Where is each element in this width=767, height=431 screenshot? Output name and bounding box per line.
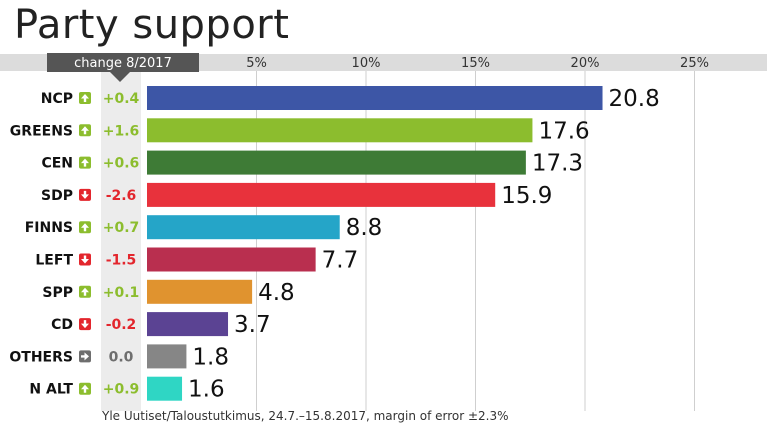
change-header-pointer bbox=[110, 72, 130, 82]
bar-6 bbox=[147, 279, 253, 304]
x-tick-label-10: 10% bbox=[352, 56, 381, 71]
party-label-0: NCP bbox=[41, 91, 73, 107]
party-label-6: SPP bbox=[42, 285, 73, 301]
change-up-arrow bbox=[81, 126, 89, 135]
change-up-arrow bbox=[81, 223, 89, 232]
change-value-7: -0.2 bbox=[106, 317, 137, 333]
value-label-7: 3.7 bbox=[234, 312, 271, 338]
value-label-6: 4.8 bbox=[258, 280, 295, 306]
party-label-1: GREENS bbox=[10, 123, 73, 139]
value-label-1: 17.6 bbox=[538, 118, 589, 144]
x-tick-label-25: 25% bbox=[680, 56, 709, 71]
x-tick-label-5: 5% bbox=[246, 56, 267, 71]
change-flat-arrow bbox=[81, 352, 89, 361]
change-up-arrow bbox=[81, 94, 89, 102]
change-down-arrow bbox=[81, 320, 89, 329]
bar-4 bbox=[147, 215, 340, 240]
change-down-arrow bbox=[81, 255, 89, 264]
bar-5 bbox=[147, 247, 316, 272]
value-label-8: 1.8 bbox=[192, 344, 229, 370]
bar-2 bbox=[147, 150, 526, 175]
change-value-5: -1.5 bbox=[106, 253, 137, 269]
value-label-3: 15.9 bbox=[501, 183, 552, 209]
bar-0 bbox=[147, 86, 603, 110]
value-label-5: 7.7 bbox=[322, 248, 359, 274]
change-up-arrow bbox=[81, 158, 89, 167]
party-label-4: FINNS bbox=[25, 220, 73, 236]
party-label-7: CD bbox=[51, 317, 73, 333]
value-label-9: 1.6 bbox=[188, 377, 225, 403]
party-label-9: N ALT bbox=[29, 382, 73, 398]
bar-8 bbox=[147, 344, 187, 369]
change-value-8: 0.0 bbox=[109, 349, 134, 365]
change-value-6: +0.1 bbox=[103, 285, 140, 301]
change-value-2: +0.6 bbox=[103, 156, 140, 172]
value-label-4: 8.8 bbox=[346, 215, 383, 241]
change-value-0: +0.4 bbox=[103, 91, 140, 107]
change-value-4: +0.7 bbox=[103, 220, 140, 236]
value-label-0: 20.8 bbox=[609, 86, 660, 112]
party-label-8: OTHERS bbox=[9, 349, 73, 365]
change-value-9: +0.9 bbox=[103, 382, 140, 398]
change-header-label: change 8/2017 bbox=[74, 56, 172, 71]
bar-7 bbox=[147, 312, 229, 337]
change-down-arrow bbox=[81, 190, 89, 199]
change-value-1: +1.6 bbox=[103, 123, 140, 139]
x-tick-label-20: 20% bbox=[571, 56, 600, 71]
chart-title: Party support bbox=[14, 2, 290, 48]
change-value-3: -2.6 bbox=[106, 188, 137, 204]
party-label-5: LEFT bbox=[35, 253, 73, 269]
party-label-3: SDP bbox=[41, 188, 73, 204]
change-up-arrow bbox=[81, 384, 89, 393]
change-up-arrow bbox=[81, 287, 89, 296]
x-tick-label-15: 15% bbox=[461, 56, 490, 71]
source-note: Yle Uutiset/Taloustutkimus, 24.7.–15.8.2… bbox=[102, 409, 509, 423]
party-label-2: CEN bbox=[41, 156, 73, 172]
value-label-2: 17.3 bbox=[532, 151, 583, 177]
bar-3 bbox=[147, 182, 496, 207]
bar-9 bbox=[147, 376, 183, 401]
change-header-tag bbox=[47, 53, 199, 72]
change-column-background bbox=[101, 71, 141, 411]
bar-1 bbox=[147, 118, 533, 143]
